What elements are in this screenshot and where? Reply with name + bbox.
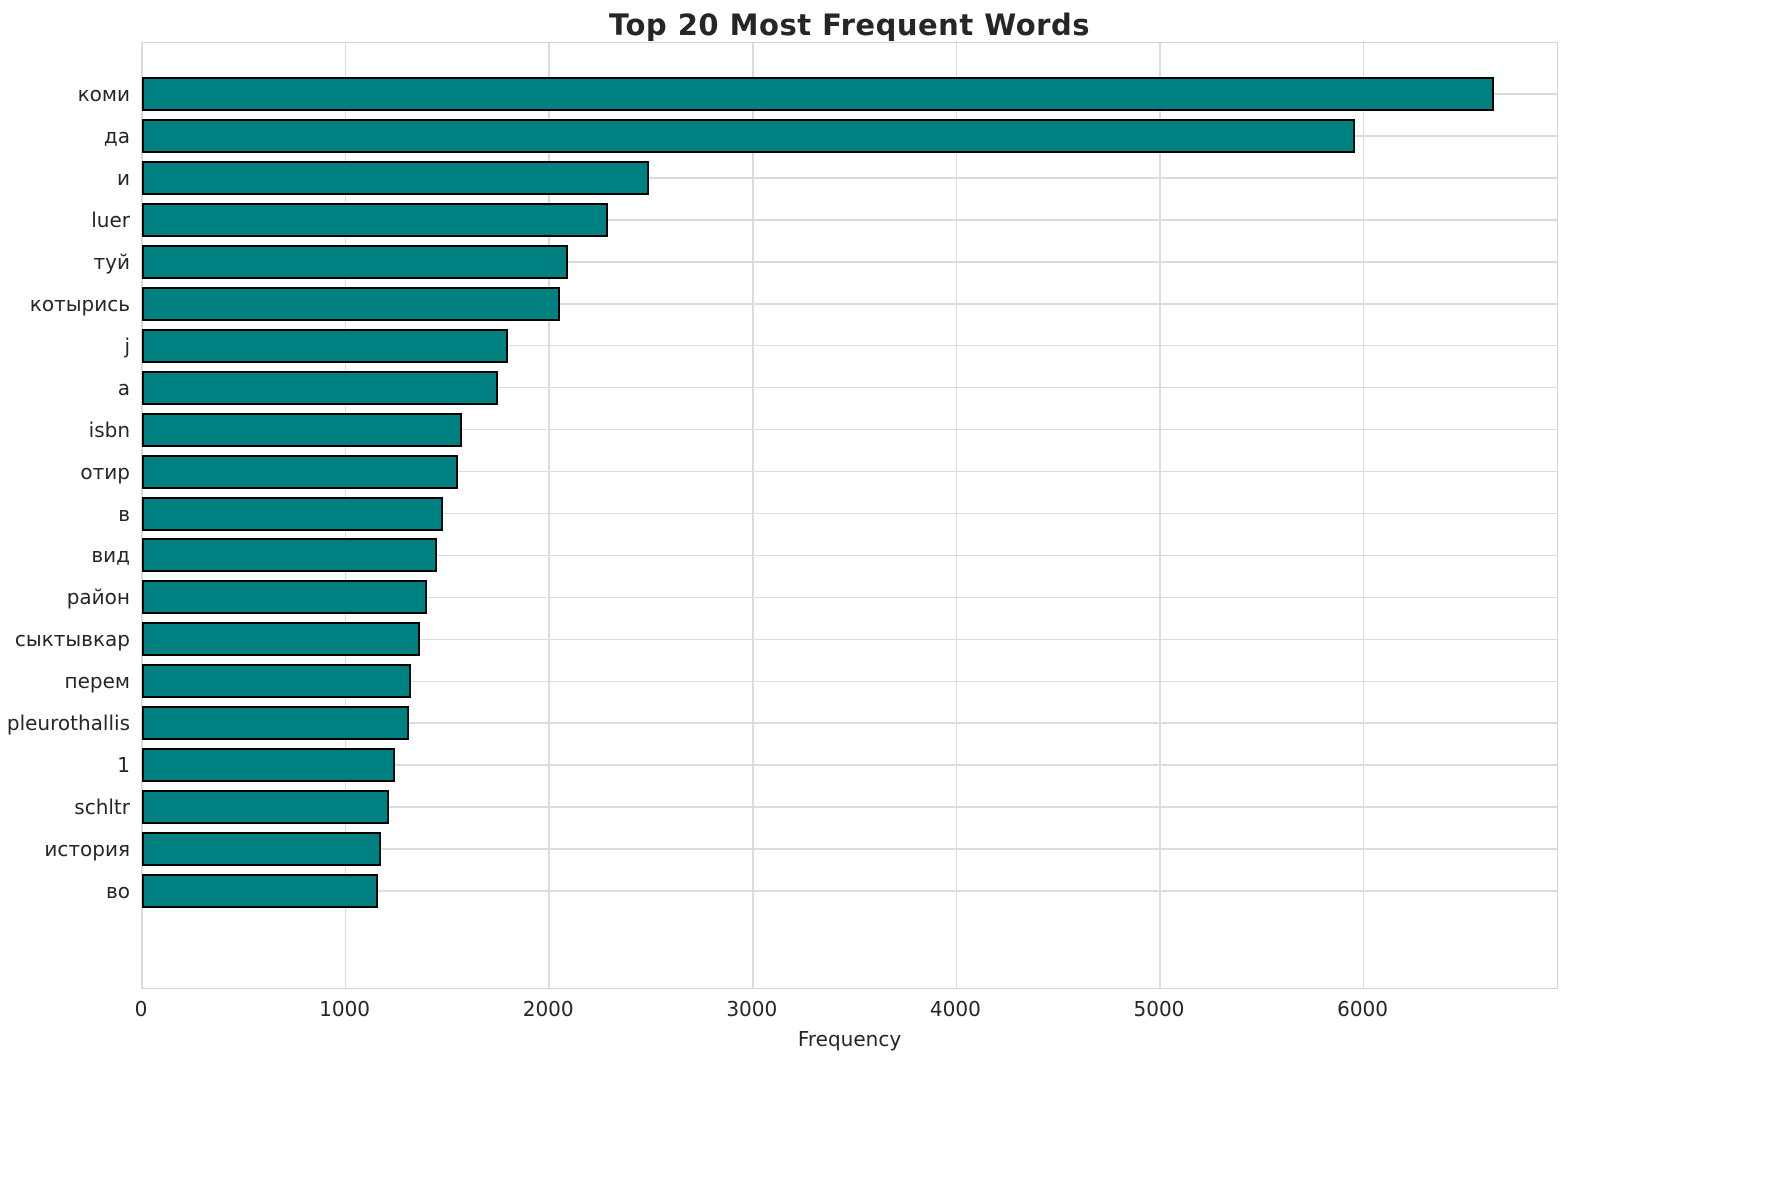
- y-axis-label: и: [117, 165, 130, 190]
- gridline-horizontal: [142, 428, 1557, 431]
- gridline-horizontal: [142, 302, 1557, 305]
- y-axis-label: в: [118, 501, 130, 526]
- bar-j: [142, 328, 509, 363]
- x-tick-label: 3000: [726, 997, 778, 1021]
- y-axis-label: 1: [117, 753, 130, 778]
- y-axis-label: pleurothallis: [6, 711, 130, 736]
- y-axis-label: a: [117, 375, 130, 400]
- bar-luer: [142, 202, 609, 237]
- x-axis-title: Frequency: [797, 1027, 902, 1051]
- bar-в: [142, 496, 444, 531]
- bar-район: [142, 580, 428, 615]
- gridline-horizontal: [142, 638, 1557, 641]
- gridline-horizontal: [142, 848, 1557, 850]
- gridline-vertical: [548, 43, 550, 988]
- bar-вид: [142, 538, 438, 573]
- y-axis-label: перем: [64, 669, 130, 694]
- gridline-vertical: [1159, 43, 1161, 988]
- bar-сыктывкар: [142, 622, 420, 657]
- bar-и: [142, 160, 649, 195]
- gridline-horizontal: [142, 512, 1557, 515]
- gridline-vertical: [955, 43, 958, 988]
- bar-туй: [142, 244, 568, 279]
- x-tick-label: 2000: [522, 997, 574, 1021]
- bar-1: [142, 748, 396, 783]
- y-axis-label: туй: [93, 249, 130, 274]
- y-axis-label: да: [103, 123, 130, 148]
- y-axis-label: вид: [91, 543, 130, 568]
- bar-schltr: [142, 790, 390, 825]
- bar-во: [142, 874, 379, 909]
- bar-коми: [142, 77, 1494, 111]
- bar-pleurothallis: [142, 706, 409, 741]
- plot-area: коми да и luer туй котырись j a isbn отир в вид райо…: [7, 42, 1558, 989]
- chart-title: Top 20 Most Frequent Words: [609, 8, 1090, 42]
- x-tick-label: 5000: [1133, 997, 1185, 1021]
- y-axis-label: котырись: [29, 291, 130, 316]
- y-axis-label: schltr: [74, 795, 130, 820]
- y-axis-label: история: [44, 837, 130, 862]
- gridline-horizontal: [142, 806, 1557, 808]
- y-axis-label: район: [66, 585, 130, 610]
- bar-перем: [142, 664, 411, 699]
- x-tick-label: 6000: [1337, 997, 1388, 1021]
- x-tick-label: 4000: [929, 997, 981, 1021]
- y-axis-label: отир: [80, 459, 130, 484]
- gridline-horizontal: [142, 890, 1557, 892]
- gridline-horizontal: [142, 261, 1557, 263]
- gridline-horizontal: [142, 680, 1557, 683]
- gridline-vertical: [751, 43, 754, 988]
- gridline-horizontal: [142, 177, 1557, 179]
- gridline-horizontal: [142, 722, 1557, 725]
- y-axis-label: isbn: [88, 417, 130, 442]
- bar-котырись: [142, 286, 561, 321]
- bar-isbn: [142, 412, 462, 447]
- y-axis-label: коми: [77, 82, 130, 106]
- gridline-horizontal: [142, 344, 1557, 347]
- x-tick-label: 1000: [319, 997, 371, 1021]
- bar-да: [142, 118, 1356, 153]
- bar-отир: [142, 454, 458, 489]
- x-tick-label: 0: [134, 997, 148, 1021]
- y-axis-label: luer: [91, 207, 130, 232]
- y-axis-label: во: [105, 879, 130, 904]
- bar-история: [142, 832, 382, 867]
- y-axis-label: j: [124, 333, 130, 358]
- gridline-horizontal: [142, 596, 1557, 599]
- gridline-horizontal: [142, 554, 1557, 557]
- bar-a: [142, 370, 499, 405]
- gridline-horizontal: [142, 386, 1557, 389]
- gridline-vertical: [1362, 43, 1365, 988]
- y-axis-label: сыктывкар: [14, 627, 130, 652]
- gridline-horizontal: [142, 764, 1557, 766]
- gridline-horizontal: [142, 219, 1557, 221]
- gridline-horizontal: [142, 470, 1557, 473]
